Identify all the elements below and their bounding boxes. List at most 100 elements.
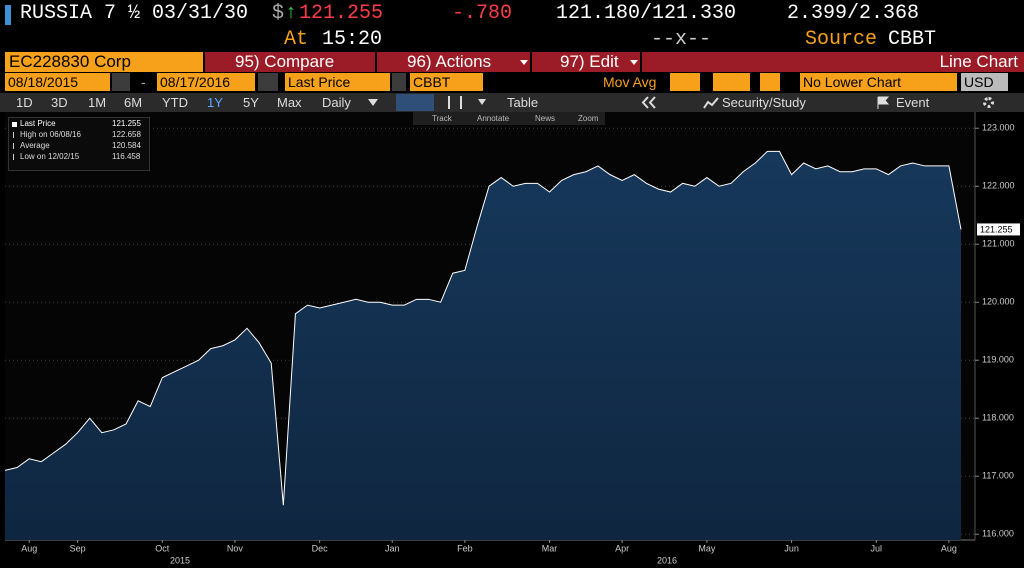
period-button[interactable]: YTD (162, 95, 188, 110)
y-tick-label: 117.000 (982, 471, 1014, 481)
currency-select[interactable]: USD (961, 73, 1008, 91)
period-button[interactable]: 1D (16, 95, 33, 110)
change: -.780 (452, 2, 513, 25)
study-param[interactable] (713, 73, 750, 91)
y-tick-label: 122.000 (982, 181, 1015, 191)
period-button[interactable]: 3D (51, 95, 68, 110)
legend-swatch (12, 122, 17, 127)
time: 15:20 (322, 28, 383, 51)
frequency-caret (368, 99, 378, 111)
legend-label: High on 06/08/16 (20, 130, 81, 139)
x-tick-label: Apr (615, 543, 629, 553)
ticker[interactable]: EC228830 Corp (5, 52, 203, 72)
time-label: At (284, 28, 309, 51)
price-line (4, 150, 962, 506)
bar-type-button[interactable] (448, 96, 462, 109)
x-tick-label: Aug (941, 543, 957, 553)
legend-icon (13, 154, 14, 160)
view-title: Line Chart (642, 52, 1024, 72)
settings-button[interactable] (983, 97, 994, 108)
tool-button[interactable]: News (535, 114, 556, 123)
security-study-button[interactable]: Security/Study (722, 95, 806, 110)
chart-tools (413, 112, 605, 125)
x-tick-label: Sep (70, 543, 86, 553)
year-label: 2016 (657, 555, 677, 565)
end-date[interactable]: 08/17/2016 (157, 73, 255, 91)
x-tick-label: Nov (227, 543, 244, 553)
y-tick-label: 121.000 (982, 239, 1015, 249)
field-dropdown[interactable] (392, 73, 406, 91)
study-label: Mov Avg (603, 74, 657, 90)
legend-icon (13, 143, 14, 149)
source-label: Source (805, 28, 878, 51)
chevron (641, 96, 649, 109)
y-tick-label: 116.000 (982, 529, 1014, 539)
legend-value: 120.584 (112, 141, 141, 150)
frequency[interactable]: Daily (322, 95, 351, 110)
table-button[interactable]: Table (507, 95, 539, 110)
y-tick-label: 120.000 (982, 297, 1015, 307)
legend-value: 121.255 (112, 119, 141, 128)
bid-ask: 121.180/121.330 (556, 2, 737, 25)
tool-button[interactable]: Track (432, 114, 452, 123)
yields: 2.399/2.368 (787, 2, 920, 25)
x-tick-label: May (698, 543, 716, 553)
calendar-icon[interactable] (112, 73, 130, 91)
collapse-button[interactable] (640, 96, 658, 109)
calendar-icon[interactable] (258, 73, 278, 91)
toolbar (0, 93, 1024, 112)
start-date[interactable]: 08/18/2015 (5, 73, 110, 91)
tool-button[interactable]: Zoom (578, 114, 599, 123)
legend-value: 116.458 (112, 152, 141, 161)
type-caret (478, 99, 486, 109)
tool-button[interactable]: Annotate (477, 114, 510, 123)
field-select[interactable]: Last Price (285, 73, 390, 91)
legend-value: 122.658 (112, 130, 141, 139)
year-label: 2015 (170, 555, 190, 565)
study-param[interactable] (760, 73, 780, 91)
y-tick-label: 119.000 (982, 355, 1014, 365)
period-button[interactable]: 6M (124, 95, 143, 110)
event-button[interactable]: Event (896, 95, 930, 110)
period-button[interactable]: Max (277, 95, 302, 110)
lower-chart-select[interactable]: No Lower Chart (800, 73, 957, 91)
study-param[interactable] (670, 73, 700, 91)
date-separator: - (141, 74, 146, 90)
x-tick-label: Aug (21, 543, 37, 553)
last-value-label: 121.255 (980, 224, 1013, 234)
security-marker (5, 5, 11, 25)
y-tick-label: 123.000 (982, 123, 1015, 133)
x-tick-label: Dec (312, 543, 329, 553)
source-select[interactable]: CBBT (410, 73, 483, 91)
legend-icon (13, 132, 14, 138)
period-button[interactable]: 1Y (207, 95, 223, 110)
flag-glyph (877, 96, 890, 109)
period-button[interactable]: 1M (88, 95, 107, 110)
legend-label: Average (20, 141, 50, 150)
currency: $ (272, 2, 285, 25)
tick-arrow: ↑ (285, 2, 298, 25)
size: --x-- (651, 28, 712, 51)
actions-button[interactable]: 96) Actions (377, 52, 530, 72)
x-tick-label: Jul (871, 543, 883, 553)
x-tick-label: Feb (457, 543, 473, 553)
legend (8, 117, 150, 171)
study-icon (703, 97, 719, 109)
study-glyph (703, 97, 719, 109)
edit-caret (630, 60, 638, 69)
x-tick-label: Jan (385, 543, 400, 553)
chevron (648, 96, 656, 109)
compare-button[interactable]: 95) Compare (205, 52, 375, 72)
actions-caret (520, 60, 528, 69)
chart-type-button[interactable] (396, 94, 434, 111)
price: 121.255 (299, 2, 384, 25)
legend-label: Last Price (20, 119, 56, 128)
edit-button[interactable]: 97) Edit (532, 52, 640, 72)
x-tick-label: Jun (784, 543, 799, 553)
last-value-tag (977, 223, 1020, 236)
period-button[interactable]: 5Y (243, 95, 259, 110)
event-icon (877, 96, 890, 109)
area-fill (5, 151, 961, 540)
